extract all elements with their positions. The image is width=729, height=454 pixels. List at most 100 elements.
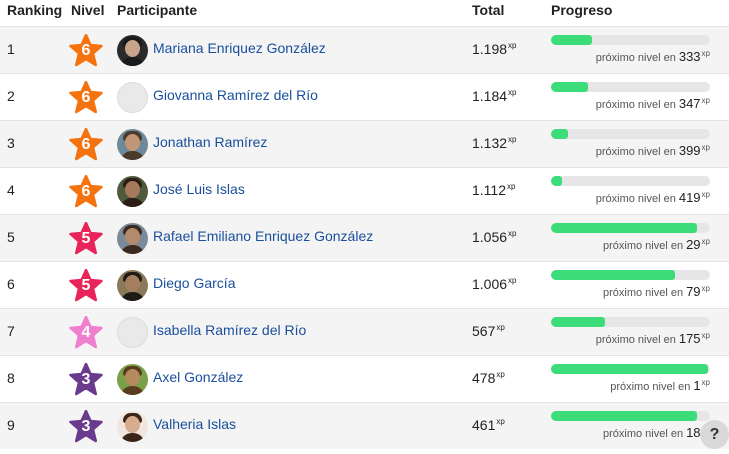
progress-fill xyxy=(551,270,676,280)
total-xp: 1.056xp xyxy=(472,229,517,245)
avatar-face xyxy=(125,181,140,198)
table-row: 4 6 José Luis Islas 1.112xp próximo nivel en… xyxy=(0,167,729,214)
help-button[interactable]: ? xyxy=(700,420,729,449)
rank-number: 9 xyxy=(7,417,15,433)
next-level-label: próximo nivel en xyxy=(610,381,691,393)
xp-suffix: xp xyxy=(701,284,710,294)
participant-name-link[interactable]: Jonathan Ramírez xyxy=(153,134,268,150)
progress-bar xyxy=(551,82,710,92)
progress-fill xyxy=(551,364,709,374)
progress-bar xyxy=(551,364,710,374)
level-number: 3 xyxy=(81,418,91,435)
level-number: 5 xyxy=(81,230,91,247)
total-value: 478 xyxy=(472,370,496,386)
participant-name-link[interactable]: Diego García xyxy=(153,275,236,291)
avatar xyxy=(117,35,148,66)
table-row: 6 5 Diego García 1.006xp próximo nivel en 79x… xyxy=(0,261,729,308)
avatar xyxy=(117,270,148,301)
total-value: 1.006 xyxy=(472,276,508,292)
remaining-xp: 79 xyxy=(686,284,701,299)
remaining-xp: 1 xyxy=(693,378,701,393)
total-xp: 1.006xp xyxy=(472,276,517,292)
total-value: 1.112 xyxy=(472,182,506,198)
avatar-body xyxy=(120,198,145,207)
participant-name-link[interactable]: Rafael Emiliano Enriquez González xyxy=(153,228,374,244)
level-number: 4 xyxy=(81,324,91,341)
level-number: 6 xyxy=(81,183,91,200)
next-level-label: próximo nivel en xyxy=(595,334,676,346)
avatar-body xyxy=(120,245,145,254)
next-level-text: próximo nivel en18xp xyxy=(603,425,710,440)
total-value: 461 xyxy=(472,417,496,433)
table-row: 5 5 Rafael Emiliano Enriquez González 1.056… xyxy=(0,214,729,261)
table-body: 1 6 Mariana Enriquez González 1.198xp próxim… xyxy=(0,26,729,449)
progress-bar xyxy=(551,411,710,421)
remaining-xp: 419 xyxy=(678,190,701,205)
participant-name-link[interactable]: Mariana Enriquez González xyxy=(153,40,326,56)
participant-name-link[interactable]: Valheria Islas xyxy=(153,416,237,432)
table-row: 8 3 Axel González 478xp próximo nivel en 1xp xyxy=(0,355,729,402)
progress-bar xyxy=(551,270,710,280)
participant-name-link[interactable]: Giovanna Ramírez del Río xyxy=(153,87,318,103)
total-xp: 461xp xyxy=(472,417,505,433)
total-xp: 1.112xp xyxy=(472,182,515,198)
avatar-face xyxy=(125,416,140,433)
rank-number: 5 xyxy=(7,229,15,245)
remaining-xp: 399 xyxy=(678,143,701,158)
participant-name-link[interactable]: José Luis Islas xyxy=(153,181,245,197)
avatar xyxy=(117,411,148,442)
xp-suffix: xp xyxy=(508,229,517,239)
participant-name-link[interactable]: Axel González xyxy=(153,369,244,385)
level-star-icon: 4 xyxy=(69,316,103,349)
next-level-text: próximo nivel en 419xp xyxy=(596,190,710,205)
avatar xyxy=(117,129,148,160)
rank-number: 8 xyxy=(7,370,15,386)
rank-number: 4 xyxy=(7,182,15,198)
next-level-label: próximo nivel en xyxy=(602,240,684,252)
level-star-icon: 5 xyxy=(69,222,103,255)
next-level-text: próximo nivel en 333xp xyxy=(596,49,710,64)
level-star-icon: 6 xyxy=(69,81,103,114)
next-level-text: próximo nivel en 347xp xyxy=(596,96,710,111)
level-number: 6 xyxy=(81,42,91,59)
xp-suffix: xp xyxy=(496,370,505,380)
avatar-body xyxy=(120,57,145,66)
xp-suffix: xp xyxy=(507,182,516,192)
remaining-xp: 175 xyxy=(678,331,701,346)
level-number: 6 xyxy=(81,89,91,106)
level-star-icon: 6 xyxy=(69,128,103,161)
xp-suffix: xp xyxy=(508,41,517,51)
table-row: 9 3 Valheria Islas 461xp próximo nivel en18x… xyxy=(0,402,729,449)
xp-suffix: xp xyxy=(701,143,710,153)
level-number: 5 xyxy=(81,277,91,294)
total-value: 1.198 xyxy=(472,41,508,57)
next-level-label: próximo nivel en xyxy=(595,146,676,158)
avatar-face xyxy=(125,40,140,57)
remaining-xp: 347 xyxy=(678,96,701,111)
header-ranking: Ranking xyxy=(7,2,63,18)
total-value: 567 xyxy=(472,323,496,339)
level-star-icon: 3 xyxy=(69,410,103,443)
table-row: 2 6 Giovanna Ramírez del Río 1.184xp próximo… xyxy=(0,73,729,120)
default-avatar-icon xyxy=(117,317,148,348)
progress-bar xyxy=(551,35,710,45)
total-xp: 1.198xp xyxy=(472,41,517,57)
total-xp: 1.184xp xyxy=(472,88,517,104)
next-level-text: próximo nivel en 175xp xyxy=(596,331,710,346)
avatar xyxy=(117,223,148,254)
xp-suffix: xp xyxy=(508,88,517,98)
total-xp: 478xp xyxy=(472,370,505,386)
next-level-label: próximo nivel en xyxy=(602,428,684,440)
next-level-label: próximo nivel en xyxy=(595,52,676,64)
progress-bar xyxy=(551,317,710,327)
table-row: 1 6 Mariana Enriquez González 1.198xp próxim… xyxy=(0,26,729,73)
participant-name-link[interactable]: Isabella Ramírez del Río xyxy=(153,322,307,338)
rank-number: 3 xyxy=(7,135,15,151)
progress-fill xyxy=(551,176,563,186)
rank-number: 2 xyxy=(7,88,15,104)
total-value: 1.184 xyxy=(472,88,508,104)
default-avatar-icon xyxy=(117,82,148,113)
progress-fill xyxy=(551,129,569,139)
level-star-icon: 6 xyxy=(69,34,103,67)
